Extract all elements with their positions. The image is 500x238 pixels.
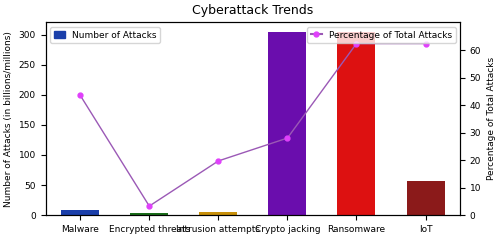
Y-axis label: Number of Attacks (in billions/millions): Number of Attacks (in billions/millions): [4, 31, 13, 207]
Bar: [130, 213, 168, 215]
Title: Cyberattack Trends: Cyberattack Trends: [192, 4, 314, 17]
Bar: [406, 181, 445, 215]
Bar: [338, 32, 376, 215]
Legend: Percentage of Total Attacks: Percentage of Total Attacks: [307, 27, 456, 43]
Bar: [200, 212, 237, 215]
Legend: Number of Attacks: Number of Attacks: [50, 27, 160, 43]
Bar: [268, 32, 306, 215]
Bar: [61, 210, 99, 215]
Y-axis label: Percentage of Total Attacks: Percentage of Total Attacks: [487, 57, 496, 180]
